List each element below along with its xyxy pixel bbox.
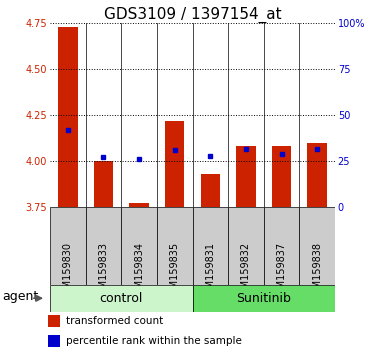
Bar xyxy=(48,335,60,347)
Text: control: control xyxy=(100,292,143,305)
Text: agent: agent xyxy=(3,290,39,303)
Bar xyxy=(94,161,113,207)
Bar xyxy=(264,207,300,285)
Title: GDS3109 / 1397154_at: GDS3109 / 1397154_at xyxy=(104,7,281,23)
Text: GSM159834: GSM159834 xyxy=(134,242,144,301)
Text: GSM159833: GSM159833 xyxy=(99,242,109,301)
Text: GSM159830: GSM159830 xyxy=(63,242,73,301)
Bar xyxy=(165,121,184,207)
Bar xyxy=(272,146,291,207)
Bar xyxy=(157,207,192,285)
Text: GSM159835: GSM159835 xyxy=(170,242,180,301)
Bar xyxy=(228,207,264,285)
Bar xyxy=(307,143,327,207)
Bar xyxy=(300,207,335,285)
Text: Sunitinib: Sunitinib xyxy=(236,292,291,305)
Bar xyxy=(48,315,60,327)
Bar xyxy=(85,207,121,285)
Bar xyxy=(201,174,220,207)
Text: GSM159837: GSM159837 xyxy=(276,242,286,301)
Bar xyxy=(192,285,335,312)
Bar xyxy=(192,207,228,285)
Text: GSM159832: GSM159832 xyxy=(241,242,251,301)
Bar xyxy=(50,285,192,312)
Bar xyxy=(58,27,78,207)
Bar xyxy=(121,207,157,285)
Bar xyxy=(236,146,256,207)
Text: GSM159838: GSM159838 xyxy=(312,242,322,301)
Text: transformed count: transformed count xyxy=(66,316,163,326)
Bar xyxy=(129,204,149,207)
Text: GSM159831: GSM159831 xyxy=(205,242,215,301)
Bar xyxy=(50,207,85,285)
Text: percentile rank within the sample: percentile rank within the sample xyxy=(66,336,242,346)
